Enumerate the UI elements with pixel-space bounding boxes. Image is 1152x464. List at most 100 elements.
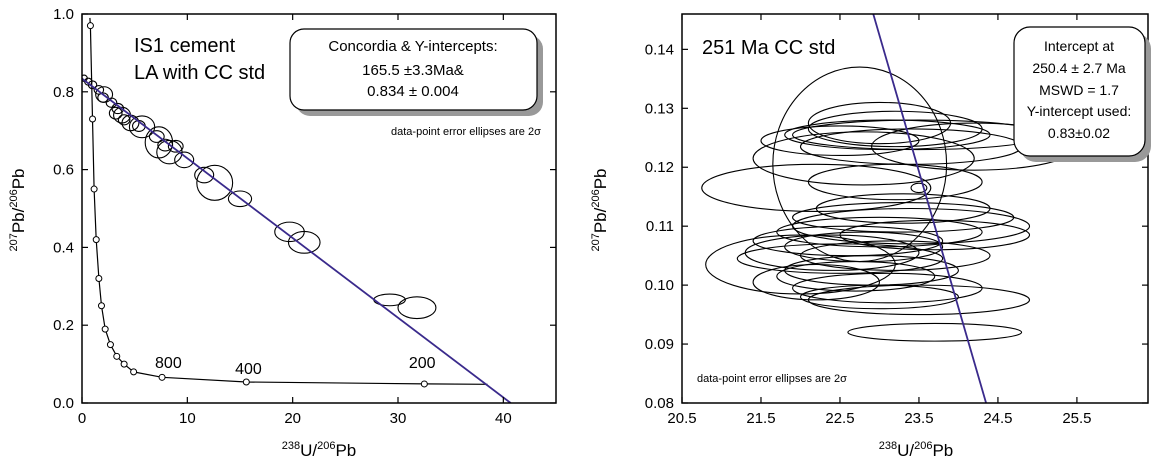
regression-line	[872, 14, 987, 403]
regression-line-segment	[872, 14, 987, 403]
concordia-age-marker	[242, 378, 250, 386]
error-ellipse	[792, 272, 983, 304]
error-ellipse	[910, 182, 928, 194]
concordia-age-marker	[158, 373, 166, 381]
error-ellipse	[287, 230, 321, 254]
error-ellipse	[174, 151, 195, 169]
concordia-age-labels: 800 400 200	[155, 355, 436, 378]
data-ellipses	[701, 66, 1078, 342]
concordia-age-marker	[120, 360, 128, 368]
y-tick-label: 0.8	[53, 84, 74, 101]
error-ellipse	[752, 263, 881, 301]
error-ellipse	[167, 139, 184, 153]
x-tick-label: 24.5	[983, 410, 1012, 427]
concordia-line	[89, 17, 488, 385]
regression-line	[82, 77, 512, 403]
result-box-line-3: 0.834 ± 0.004	[367, 83, 459, 100]
concordia-age-marker	[89, 115, 97, 123]
error-ellipse	[792, 207, 1031, 245]
concordia-age-marker	[90, 185, 98, 193]
y-tick-label: 0.6	[53, 162, 74, 179]
y-tick-label: 0.13	[645, 100, 674, 117]
y-axis-label: 207Pb/206Pb	[590, 168, 610, 251]
x-tick-label: 40	[495, 410, 512, 427]
error-ellipse	[752, 131, 975, 186]
concordia-age-marker	[130, 368, 138, 376]
age-label: 400	[235, 361, 262, 378]
chart-title-line-2: LA with CC std	[134, 62, 265, 84]
y-tick-label: 1.0	[53, 6, 74, 23]
error-ellipse-note: data-point error ellipses are 2σ	[391, 126, 541, 138]
error-ellipse	[194, 166, 215, 184]
y-tick-label: 0.2	[53, 317, 74, 334]
y-tick-label: 0.0	[53, 395, 74, 412]
age-label: 800	[155, 355, 182, 372]
data-ellipses	[82, 74, 437, 320]
result-box	[289, 28, 538, 111]
error-ellipse	[760, 125, 920, 157]
error-ellipse	[701, 163, 932, 212]
y-tick-label: 0.11	[646, 218, 674, 235]
x-tick-label: 21.5	[746, 410, 775, 427]
chart-title: 251 Ma CC std	[702, 37, 835, 59]
axis-ticks: 0 10 20 30 40 0.0 0.2 0.4 0.6 0.8 1.0	[53, 6, 556, 427]
x-tick-label: 20.5	[667, 410, 696, 427]
error-ellipse	[108, 106, 123, 120]
error-ellipse-note: data-point error ellipses are 2σ	[697, 373, 847, 385]
x-tick-label: 23.5	[904, 410, 933, 427]
x-axis-label: 238U/206Pb	[879, 440, 954, 460]
error-ellipse	[227, 190, 253, 208]
result-box-line-3: MSWD = 1.7	[1039, 82, 1119, 98]
result-box	[1013, 26, 1146, 157]
y-tick-label: 0.08	[645, 395, 674, 412]
x-axis-label: 238U/206Pb	[282, 440, 357, 460]
x-tick-label: 20	[284, 410, 301, 427]
result-box-line-4: Y-intercept used:	[1027, 103, 1132, 119]
error-ellipse	[807, 284, 1031, 316]
y-axis-label: 207Pb/206Pb	[8, 168, 28, 251]
error-ellipse	[105, 97, 118, 108]
x-tick-label: 22.5	[825, 410, 854, 427]
regression-line-segment	[82, 77, 512, 403]
error-ellipse	[799, 284, 959, 310]
plot-frame	[81, 13, 557, 404]
chart-title-line-1: IS1 cement	[134, 35, 236, 57]
concordia-age-marker	[113, 352, 121, 360]
y-tick-label: 0.12	[645, 159, 674, 176]
result-box-line-2: 165.5 ±3.3Ma&	[362, 62, 464, 79]
plot-frame	[681, 13, 1149, 404]
error-ellipse	[807, 163, 983, 201]
error-ellipse	[157, 138, 174, 152]
axis-ticks: 20.5 21.5 22.5 23.5 24.5 25.5 0.08 0.09 0.10 0.11…	[645, 14, 1148, 427]
result-box-line-1: Concordia & Y-intercepts:	[328, 38, 497, 55]
y-tick-label: 0.4	[53, 239, 74, 256]
concordia-age-marker	[106, 341, 114, 349]
concordia-age-marker	[420, 380, 428, 388]
error-ellipse	[847, 322, 1023, 342]
concordia-age-marker	[95, 275, 103, 283]
error-ellipse	[148, 130, 165, 143]
x-tick-label: 25.5	[1062, 410, 1091, 427]
x-tick-label: 30	[390, 410, 407, 427]
y-tick-label: 0.09	[645, 336, 674, 353]
error-ellipse	[397, 296, 437, 320]
right-chart-panel: 20.5 21.5 22.5 23.5 24.5 25.5 0.08 0.09 0.10 0.11…	[590, 13, 1151, 460]
error-ellipse	[117, 114, 131, 126]
error-ellipse	[736, 243, 944, 274]
age-label: 200	[409, 355, 436, 372]
x-tick-label: 10	[179, 410, 196, 427]
error-ellipse	[799, 240, 991, 271]
concordia-age-marker	[101, 325, 109, 333]
concordia-age-marker	[97, 302, 105, 310]
concordia-age-marker	[92, 236, 100, 244]
y-tick-label: 0.14	[645, 41, 674, 58]
left-chart-panel: 0 10 20 30 40 0.0 0.2 0.4 0.6 0.8 1.0 IS1 cement L…	[8, 6, 557, 460]
error-ellipse	[128, 115, 156, 139]
result-box-line-2: 250.4 ± 2.7 Ma	[1032, 60, 1126, 76]
error-ellipse	[87, 80, 98, 90]
result-box-line-1: Intercept at	[1044, 38, 1114, 54]
x-tick-label: 0	[78, 410, 86, 427]
concordia-curve	[86, 17, 488, 388]
error-ellipse	[196, 164, 234, 201]
